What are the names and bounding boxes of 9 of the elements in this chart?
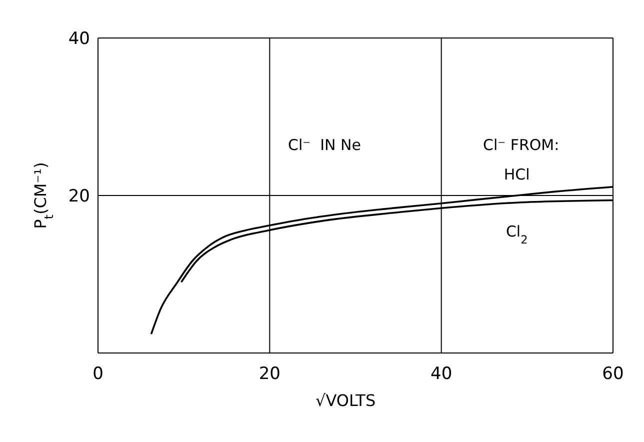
x-axis-title: √VOLTS xyxy=(316,391,376,410)
x-tick-label: 20 xyxy=(258,364,280,384)
x-tick-label: 0 xyxy=(92,364,104,384)
x-tick-label: 60 xyxy=(602,364,624,384)
series-label: Cl$_{2}$ xyxy=(506,222,528,246)
annotation: Cl⁻ FROM: xyxy=(483,136,560,154)
series-label: HCl xyxy=(504,166,530,184)
x-tick-label: 40 xyxy=(430,364,452,384)
annotation: Cl⁻ IN Ne xyxy=(288,136,361,154)
